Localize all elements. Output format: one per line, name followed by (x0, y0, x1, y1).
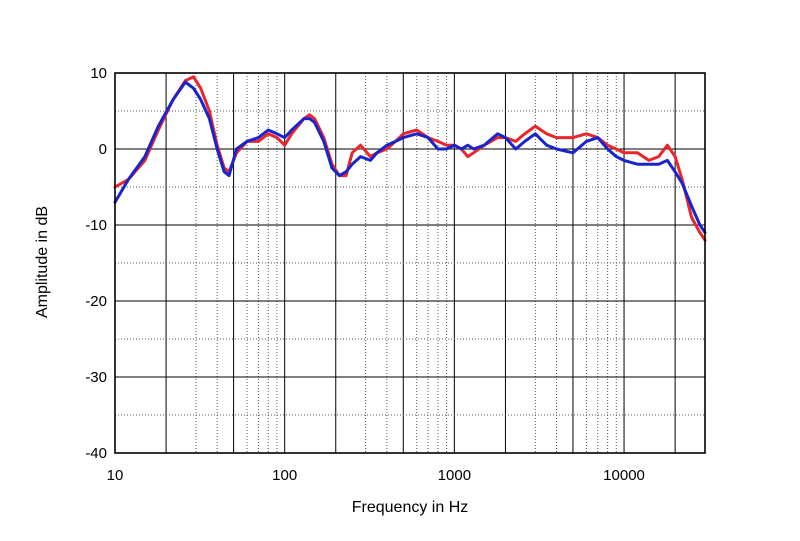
y-tick-label: -30 (85, 369, 107, 386)
y-axis-title: Amplitude in dB (34, 206, 51, 318)
y-tick-label: 0 (99, 141, 107, 158)
x-axis-title: Frequency in Hz (352, 499, 469, 516)
y-tick-label: -40 (85, 445, 107, 462)
x-tick-label: 10 (107, 467, 124, 484)
plot-frame (114, 72, 706, 454)
grid (114, 72, 706, 454)
series-layer (113, 75, 707, 242)
y-tick-label: 10 (90, 65, 107, 82)
x-tick-label: 10000 (603, 467, 645, 484)
y-tick-label: -10 (85, 217, 107, 234)
x-tick-label: 1000 (438, 467, 471, 484)
y-tick-label: -20 (85, 293, 107, 310)
series-line-red (113, 75, 707, 242)
x-tick-label: 100 (272, 467, 297, 484)
series-line-blue (113, 80, 707, 235)
